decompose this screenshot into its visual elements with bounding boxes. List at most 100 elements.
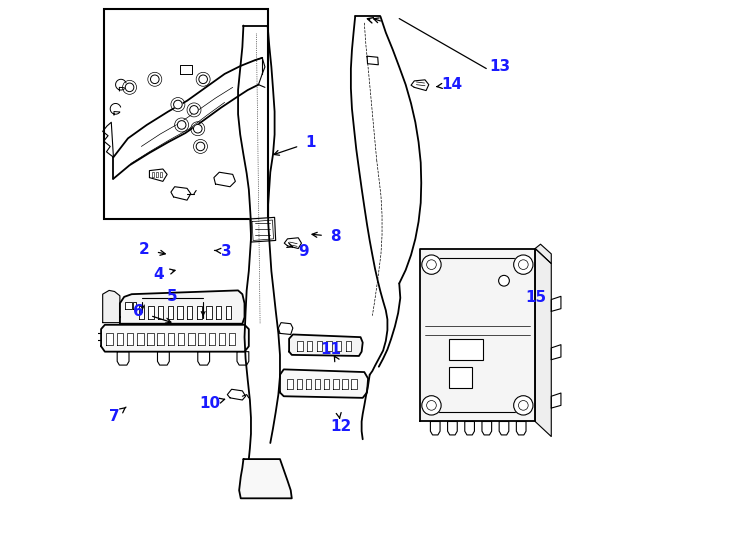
Polygon shape — [180, 65, 192, 74]
Polygon shape — [316, 341, 322, 350]
Polygon shape — [239, 459, 292, 498]
Circle shape — [196, 142, 205, 151]
Text: 15: 15 — [526, 291, 547, 306]
Polygon shape — [188, 333, 195, 345]
Polygon shape — [139, 306, 144, 320]
Polygon shape — [465, 422, 474, 435]
Polygon shape — [306, 379, 311, 389]
Text: 7: 7 — [109, 409, 120, 423]
Polygon shape — [250, 218, 276, 242]
Polygon shape — [134, 302, 136, 309]
Polygon shape — [420, 248, 535, 422]
Polygon shape — [297, 341, 302, 350]
Circle shape — [178, 120, 186, 129]
Polygon shape — [103, 291, 120, 322]
Polygon shape — [288, 379, 293, 389]
Polygon shape — [159, 172, 161, 177]
Polygon shape — [127, 333, 134, 345]
Polygon shape — [197, 306, 202, 320]
Text: 12: 12 — [330, 420, 352, 434]
Polygon shape — [106, 333, 113, 345]
Polygon shape — [367, 56, 378, 65]
Polygon shape — [197, 352, 210, 365]
Polygon shape — [198, 333, 205, 345]
Polygon shape — [324, 379, 330, 389]
Polygon shape — [346, 341, 351, 350]
Polygon shape — [535, 248, 551, 436]
Polygon shape — [482, 422, 492, 435]
Polygon shape — [278, 322, 293, 334]
Polygon shape — [551, 393, 561, 408]
Polygon shape — [284, 238, 302, 248]
Polygon shape — [158, 306, 164, 320]
Polygon shape — [280, 369, 368, 398]
Polygon shape — [228, 389, 246, 400]
Polygon shape — [352, 379, 357, 389]
Bar — [449, 339, 482, 360]
Polygon shape — [206, 306, 211, 320]
Polygon shape — [551, 345, 561, 360]
Polygon shape — [214, 172, 236, 187]
Circle shape — [498, 275, 509, 286]
Polygon shape — [150, 169, 167, 181]
Polygon shape — [229, 333, 236, 345]
Polygon shape — [187, 306, 192, 320]
Polygon shape — [167, 306, 173, 320]
Text: 13: 13 — [490, 59, 511, 75]
Text: 8: 8 — [330, 229, 341, 244]
Circle shape — [422, 255, 441, 274]
Polygon shape — [126, 302, 131, 309]
Text: 2: 2 — [139, 242, 150, 257]
Text: 5: 5 — [167, 289, 178, 305]
Polygon shape — [336, 341, 341, 350]
Polygon shape — [148, 306, 153, 320]
Polygon shape — [178, 333, 184, 345]
Polygon shape — [158, 352, 170, 365]
Polygon shape — [171, 187, 191, 200]
Polygon shape — [117, 352, 129, 365]
Polygon shape — [216, 306, 222, 320]
Polygon shape — [342, 379, 348, 389]
Circle shape — [174, 100, 182, 109]
Circle shape — [514, 255, 533, 274]
Text: 10: 10 — [200, 396, 221, 411]
Polygon shape — [226, 306, 231, 320]
Circle shape — [189, 106, 198, 114]
Circle shape — [126, 83, 134, 92]
Polygon shape — [158, 333, 164, 345]
Polygon shape — [307, 341, 312, 350]
Text: 9: 9 — [298, 244, 309, 259]
Polygon shape — [137, 333, 144, 345]
Text: 14: 14 — [441, 77, 462, 92]
Polygon shape — [237, 352, 249, 365]
Bar — [449, 367, 472, 388]
Text: 1: 1 — [305, 134, 316, 150]
Polygon shape — [411, 80, 429, 91]
Polygon shape — [219, 333, 225, 345]
Polygon shape — [326, 341, 332, 350]
Polygon shape — [289, 334, 363, 356]
Polygon shape — [297, 379, 302, 389]
Bar — [103, 9, 268, 219]
Polygon shape — [333, 379, 338, 389]
Polygon shape — [516, 422, 526, 435]
Circle shape — [199, 75, 208, 84]
Text: 6: 6 — [134, 305, 144, 319]
Circle shape — [150, 75, 159, 84]
Polygon shape — [167, 333, 174, 345]
Polygon shape — [535, 244, 551, 264]
Polygon shape — [117, 333, 123, 345]
Polygon shape — [551, 296, 561, 312]
Polygon shape — [152, 172, 154, 177]
Polygon shape — [178, 306, 183, 320]
Circle shape — [194, 124, 202, 133]
Text: 4: 4 — [153, 267, 164, 282]
Polygon shape — [252, 220, 274, 240]
Polygon shape — [208, 333, 215, 345]
Circle shape — [514, 396, 533, 415]
Text: 11: 11 — [320, 342, 341, 357]
Polygon shape — [148, 333, 153, 345]
Polygon shape — [156, 172, 158, 177]
Polygon shape — [120, 291, 244, 323]
Polygon shape — [315, 379, 320, 389]
